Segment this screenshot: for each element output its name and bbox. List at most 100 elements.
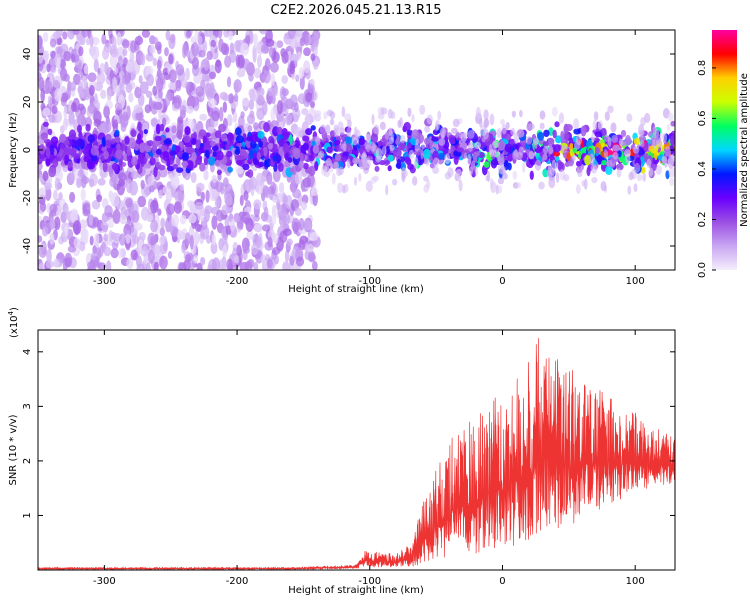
spectrogram-cell: [393, 147, 402, 158]
spectrogram-cell: [273, 233, 279, 245]
spectrogram-cell: [554, 162, 559, 170]
spectrogram-cell: [208, 71, 217, 80]
spectrogram-cell: [244, 260, 253, 270]
snr-ytick-label: 1: [22, 512, 33, 518]
spectrogram-cell: [89, 45, 95, 57]
spectrogram-cell: [624, 149, 631, 157]
spectrogram-cell: [81, 75, 87, 89]
colorbar-tick-label: 0.0: [697, 262, 708, 278]
spectrogram-cell: [224, 55, 232, 68]
spectrogram-cell: [302, 177, 312, 188]
spectrogram-cell: [73, 237, 80, 249]
spectrogram-cell: [191, 42, 199, 57]
spectrogram-cell: [64, 154, 70, 162]
spectrogram-cell: [307, 84, 316, 94]
spectrogram-cell: [234, 82, 239, 95]
spectrogram-cell: [204, 149, 210, 158]
spectrogram-cell: [223, 43, 230, 56]
spectrogram-cell: [277, 204, 284, 218]
spectrogram-cell: [591, 131, 595, 144]
spectrogram-cell: [292, 188, 302, 199]
spectrogram-cell: [385, 184, 389, 196]
spectrogram-cell: [105, 260, 112, 270]
spectrogram-cell: [302, 135, 310, 142]
spectrogram-cell: [54, 177, 61, 191]
spectrogram-cell: [310, 100, 315, 109]
spectrogram-cell: [134, 86, 142, 99]
spectrogram-cell: [341, 106, 346, 118]
spectrogram-cell: [118, 233, 126, 246]
spectrogram-cell: [308, 250, 316, 262]
spectrogram-cell: [200, 256, 206, 266]
spectrogram-cell: [270, 107, 276, 123]
spectrogram-cell: [501, 124, 507, 135]
spectrogram-cell: [303, 47, 311, 57]
spectrogram-cell: [49, 217, 56, 231]
spectrogram-cell: [188, 214, 197, 224]
spectrogram-cell: [259, 30, 268, 35]
spectrogram-cell: [169, 153, 175, 165]
spectrogram-cell: [183, 135, 191, 143]
spectrogram-cell: [334, 139, 341, 146]
spectrogram-cell: [50, 50, 56, 59]
spectrogram-cell: [643, 142, 649, 153]
spectrogram-cell: [310, 35, 320, 47]
spectrogram-cell: [182, 43, 187, 59]
spectrogram-cell: [205, 189, 210, 203]
spectrogram-cell: [226, 76, 232, 88]
spectrogram-cell: [248, 99, 255, 110]
spectrogram-cell: [234, 127, 242, 136]
spectrogram-cell: [221, 204, 230, 216]
spectrogram-cell: [399, 140, 406, 151]
spectrogram-cell: [237, 54, 245, 69]
spectrogram-cell: [265, 38, 275, 47]
spectrogram-cell: [109, 53, 118, 69]
spectrogram-cell: [447, 167, 454, 178]
spectrogram-cell: [639, 156, 645, 168]
spectrogram-cell: [330, 162, 334, 173]
snr-xtick-label: -300: [93, 576, 116, 587]
spectrogram-cell: [193, 230, 200, 246]
spectrogram-cell: [90, 146, 99, 156]
spectrogram-cell: [208, 156, 216, 166]
spectrogram-cell: [58, 192, 63, 201]
spectrogram-cell: [263, 206, 269, 221]
spectrogram-cell: [77, 62, 82, 76]
spectrogram-cell: [103, 150, 109, 160]
spectrogram-cell: [159, 242, 168, 255]
spectrogram-cell: [77, 113, 86, 127]
spectrogram-cell: [266, 258, 273, 269]
spectrogram-cell: [70, 171, 75, 182]
spectrogram-cell: [222, 101, 228, 113]
spectrogram-cell: [590, 164, 598, 174]
spectrogram-cell: [432, 166, 440, 175]
spectrogram-cell: [463, 131, 468, 139]
spectrogram-cell: [627, 185, 632, 195]
spectrogram-cell: [105, 139, 112, 147]
spectrogram-cell: [53, 258, 60, 268]
spectrogram-cell: [130, 40, 137, 53]
spectrogram-cell: [425, 158, 430, 166]
spectrogram-cell: [38, 245, 48, 258]
spectrogram-cell: [85, 37, 91, 46]
spectrogram-cell: [42, 31, 49, 43]
colorbar-label: Normalized spectral amplitude: [739, 73, 750, 227]
spectrogram-cell: [51, 105, 58, 115]
spectrogram-cell: [64, 225, 69, 237]
spectrogram-cell: [639, 140, 645, 148]
spectrogram-cell: [452, 118, 460, 128]
spectrogram-cell: [140, 179, 145, 190]
snr-frame: [37, 329, 676, 571]
spectrogram-cell: [198, 129, 207, 138]
spectrogram-cell: [178, 262, 187, 270]
spectrogram-cell: [245, 171, 251, 177]
spectrogram-cell: [94, 232, 100, 248]
spectrogram-cell: [644, 112, 651, 124]
spectrogram-cell: [135, 255, 143, 268]
spectrogram-cell: [542, 153, 548, 161]
spectrogram-cell: [169, 150, 177, 156]
spectrogram-cell: [330, 118, 334, 126]
spectrogram-cell: [271, 247, 281, 255]
spectrogram-cell: [236, 69, 246, 78]
spectrogram-cell: [172, 163, 179, 170]
